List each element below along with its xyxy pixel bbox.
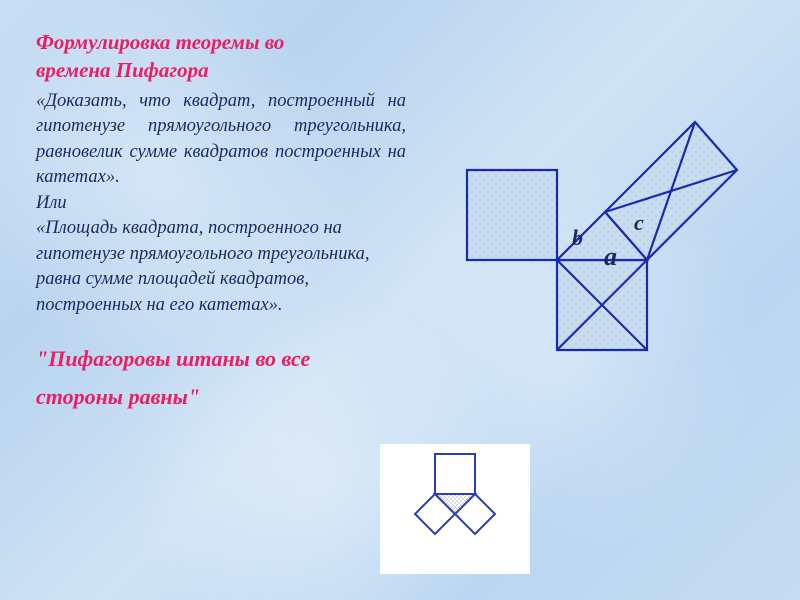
- label-c: c: [634, 210, 644, 236]
- paragraph-1: «Доказать, что квадрат, построенный на г…: [36, 89, 406, 191]
- body-text: «Доказать, что квадрат, построенный на г…: [36, 89, 406, 319]
- title-line-1: Формулировка теоремы во: [36, 30, 284, 54]
- label-b: b: [572, 225, 583, 251]
- or-word: Или: [36, 191, 406, 217]
- paragraph-2: «Площадь квадрата, построенного на гипот…: [36, 216, 406, 318]
- title: Формулировка теоремы во времена Пифагора: [36, 28, 396, 85]
- main-figure-svg: [442, 50, 772, 380]
- pythagoras-main-figure: b c a: [442, 50, 772, 380]
- pythagoras-pants-figure: [380, 444, 530, 574]
- quote: "Пифагоровы штаны во все стороны равны": [36, 340, 396, 415]
- label-a: a: [604, 242, 617, 272]
- title-line-2: времена Пифагора: [36, 58, 209, 82]
- pants-figure-svg: [380, 444, 530, 574]
